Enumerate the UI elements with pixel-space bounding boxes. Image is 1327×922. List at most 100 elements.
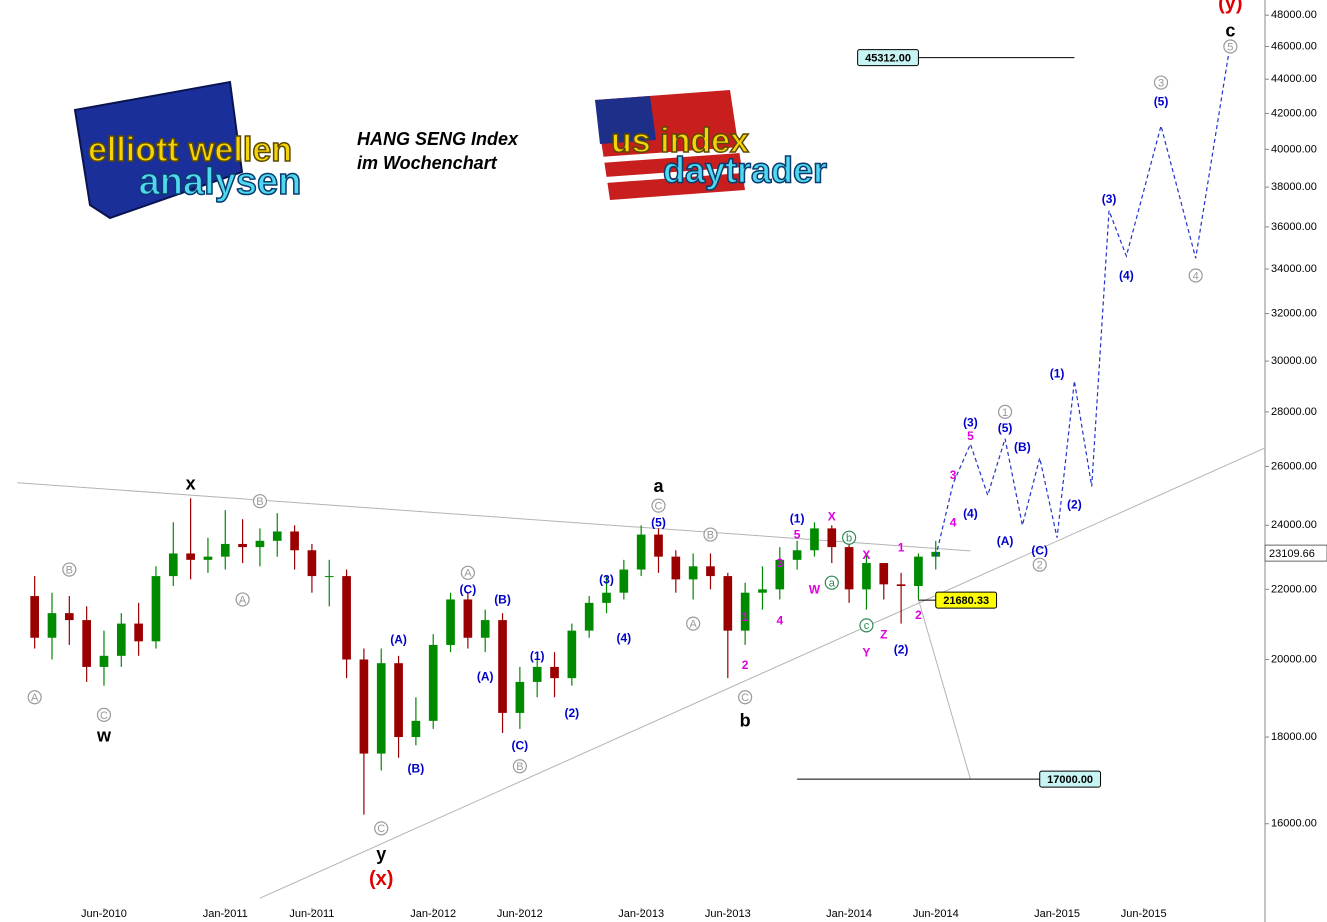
last-price-label: 23109.66 bbox=[1269, 548, 1315, 560]
wave-label: (5) bbox=[651, 515, 666, 529]
wave-label: (4) bbox=[963, 506, 978, 520]
candle-body bbox=[376, 663, 386, 754]
level-box bbox=[1039, 770, 1102, 788]
x-tick-label: Jun-2014 bbox=[913, 908, 959, 920]
wave-circle bbox=[460, 565, 475, 580]
wave-label: C bbox=[741, 692, 749, 704]
wave-label: a bbox=[829, 578, 836, 590]
candle-body bbox=[550, 666, 559, 679]
wave-circle bbox=[96, 707, 112, 722]
wave-circle bbox=[235, 592, 250, 607]
wave-label: b bbox=[846, 533, 852, 545]
candle-body bbox=[411, 720, 421, 738]
wave-circle bbox=[738, 690, 753, 705]
y-tick-label: 20000.00 bbox=[1271, 653, 1317, 665]
wave-label: (5) bbox=[1154, 94, 1169, 108]
candle-body bbox=[64, 613, 74, 621]
x-tick-label: Jun-2010 bbox=[81, 908, 127, 920]
x-tick-label: Jun-2011 bbox=[289, 908, 334, 920]
wave-label: (4) bbox=[616, 631, 631, 645]
y-tick-label: 28000.00 bbox=[1271, 406, 1317, 418]
y-tick-label: 24000.00 bbox=[1271, 519, 1317, 531]
candle-body bbox=[272, 531, 282, 541]
level-label: 21680.33 bbox=[943, 595, 989, 607]
candle-body bbox=[602, 592, 611, 603]
wave-label: 4 bbox=[776, 613, 783, 627]
candle-body bbox=[116, 623, 126, 656]
wave-label: c bbox=[864, 620, 870, 632]
wave-label: (3) bbox=[599, 573, 614, 587]
wave-label: (A) bbox=[390, 633, 407, 647]
wave-label: B bbox=[256, 496, 263, 508]
candle-body bbox=[775, 559, 785, 590]
wave-label: w bbox=[96, 726, 112, 746]
wave-label: (1) bbox=[1050, 367, 1065, 381]
candle-body bbox=[463, 599, 473, 638]
wave-circle bbox=[842, 530, 857, 545]
y-tick-label: 34000.00 bbox=[1271, 263, 1317, 275]
x-tick-label: Jun-2012 bbox=[497, 908, 543, 920]
x-tick-label: Jan-2015 bbox=[1034, 908, 1080, 920]
wave-label: A bbox=[239, 594, 247, 606]
y-tick-label: 42000.00 bbox=[1271, 107, 1317, 119]
logo-text: us index bbox=[611, 122, 749, 160]
candle-body bbox=[47, 613, 57, 638]
wave-label: (2) bbox=[894, 642, 909, 656]
wave-label: (A) bbox=[997, 534, 1014, 548]
candle-body bbox=[515, 681, 525, 713]
candle-body bbox=[220, 543, 230, 557]
wave-label: (3) bbox=[1102, 192, 1117, 206]
logo-stripe bbox=[599, 147, 741, 163]
wave-circle bbox=[252, 494, 268, 509]
x-tick-label: Jun-2015 bbox=[1121, 908, 1167, 920]
wave-label: (B) bbox=[1014, 440, 1031, 454]
wave-label: (2) bbox=[1067, 497, 1082, 511]
y-tick-label: 22000.00 bbox=[1271, 583, 1317, 595]
wave-circle bbox=[1153, 75, 1169, 90]
wave-label: 1 bbox=[1002, 407, 1008, 419]
candle-body bbox=[428, 644, 438, 721]
logo-right: us index daytrader bbox=[595, 90, 828, 200]
y-tick-label: 46000.00 bbox=[1271, 40, 1317, 52]
y-tick-label: 26000.00 bbox=[1271, 460, 1317, 472]
wave-label: (5) bbox=[998, 421, 1013, 435]
y-tick-label: 32000.00 bbox=[1271, 307, 1317, 319]
candle-body bbox=[134, 623, 143, 642]
wave-label: a bbox=[653, 476, 664, 496]
candle-body bbox=[99, 655, 109, 667]
wave-label: c bbox=[1225, 20, 1235, 40]
candle-body bbox=[498, 620, 507, 713]
wave-label: 2 bbox=[1037, 560, 1043, 572]
x-tick-label: Jan-2013 bbox=[618, 908, 664, 920]
logo-flag bbox=[595, 96, 656, 144]
trendline bbox=[917, 599, 971, 780]
wave-label: (A) bbox=[477, 669, 494, 683]
wave-circle bbox=[1032, 557, 1047, 572]
wave-label: A bbox=[31, 692, 39, 704]
candle-body bbox=[723, 576, 733, 631]
wave-label: y bbox=[376, 844, 386, 864]
logo-text: daytrader bbox=[663, 150, 827, 191]
wave-label: 5 bbox=[794, 528, 801, 542]
wave-label: B bbox=[707, 529, 714, 541]
candle-body bbox=[584, 602, 594, 631]
wave-label: 1 bbox=[898, 540, 905, 554]
wave-label: (1) bbox=[530, 649, 545, 663]
candle-body bbox=[688, 566, 698, 580]
wave-circle bbox=[512, 759, 527, 774]
candle-body bbox=[914, 556, 923, 587]
logo-flag bbox=[73, 80, 244, 220]
logo-left: elliott wellen analysen bbox=[73, 80, 302, 220]
candle-body bbox=[862, 563, 871, 590]
candle-body bbox=[636, 534, 646, 570]
wave-label: C bbox=[655, 501, 663, 513]
wave-circle bbox=[824, 575, 839, 590]
y-tick-label: 40000.00 bbox=[1271, 143, 1317, 155]
wave-label: (4) bbox=[1119, 269, 1134, 283]
logo-stripe bbox=[604, 167, 744, 183]
candle-body bbox=[342, 576, 351, 660]
wave-label: A bbox=[689, 618, 697, 630]
wave-label: 2 bbox=[915, 608, 922, 622]
wave-label: 4 bbox=[1193, 270, 1199, 282]
wave-label: 3 bbox=[1158, 77, 1164, 89]
